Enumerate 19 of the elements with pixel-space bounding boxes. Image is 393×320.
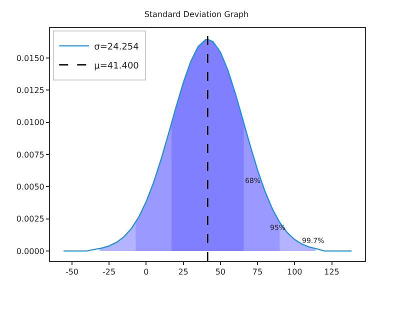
y-tick-label: 0.0050 bbox=[16, 182, 44, 192]
y-tick-label: 0.0100 bbox=[16, 118, 44, 128]
y-tick-label: 0.0000 bbox=[16, 246, 44, 256]
line-series bbox=[63, 38, 352, 252]
x-tick-label: 75 bbox=[252, 268, 263, 277]
x-tick-label: 0 bbox=[144, 268, 149, 277]
legend-label: σ=24.254 bbox=[94, 42, 140, 52]
x-tick-label: -50 bbox=[65, 268, 79, 277]
y-tick-label: 0.0150 bbox=[16, 54, 44, 63]
x-tick-label: 25 bbox=[178, 268, 188, 277]
x-tick-label: 125 bbox=[324, 268, 340, 277]
y-tick-label: 0.0025 bbox=[16, 214, 44, 224]
chart-title: Standard Deviation Graph bbox=[144, 10, 249, 20]
x-tick-label: -25 bbox=[102, 268, 116, 277]
y-tick-label: 0.0125 bbox=[16, 86, 44, 95]
ref-line-label: μ=41.400 bbox=[94, 61, 140, 72]
x-tick-label: 100 bbox=[287, 268, 302, 277]
y-tick-label: 0.0075 bbox=[16, 150, 44, 160]
x-tick-label: 50 bbox=[215, 268, 226, 277]
